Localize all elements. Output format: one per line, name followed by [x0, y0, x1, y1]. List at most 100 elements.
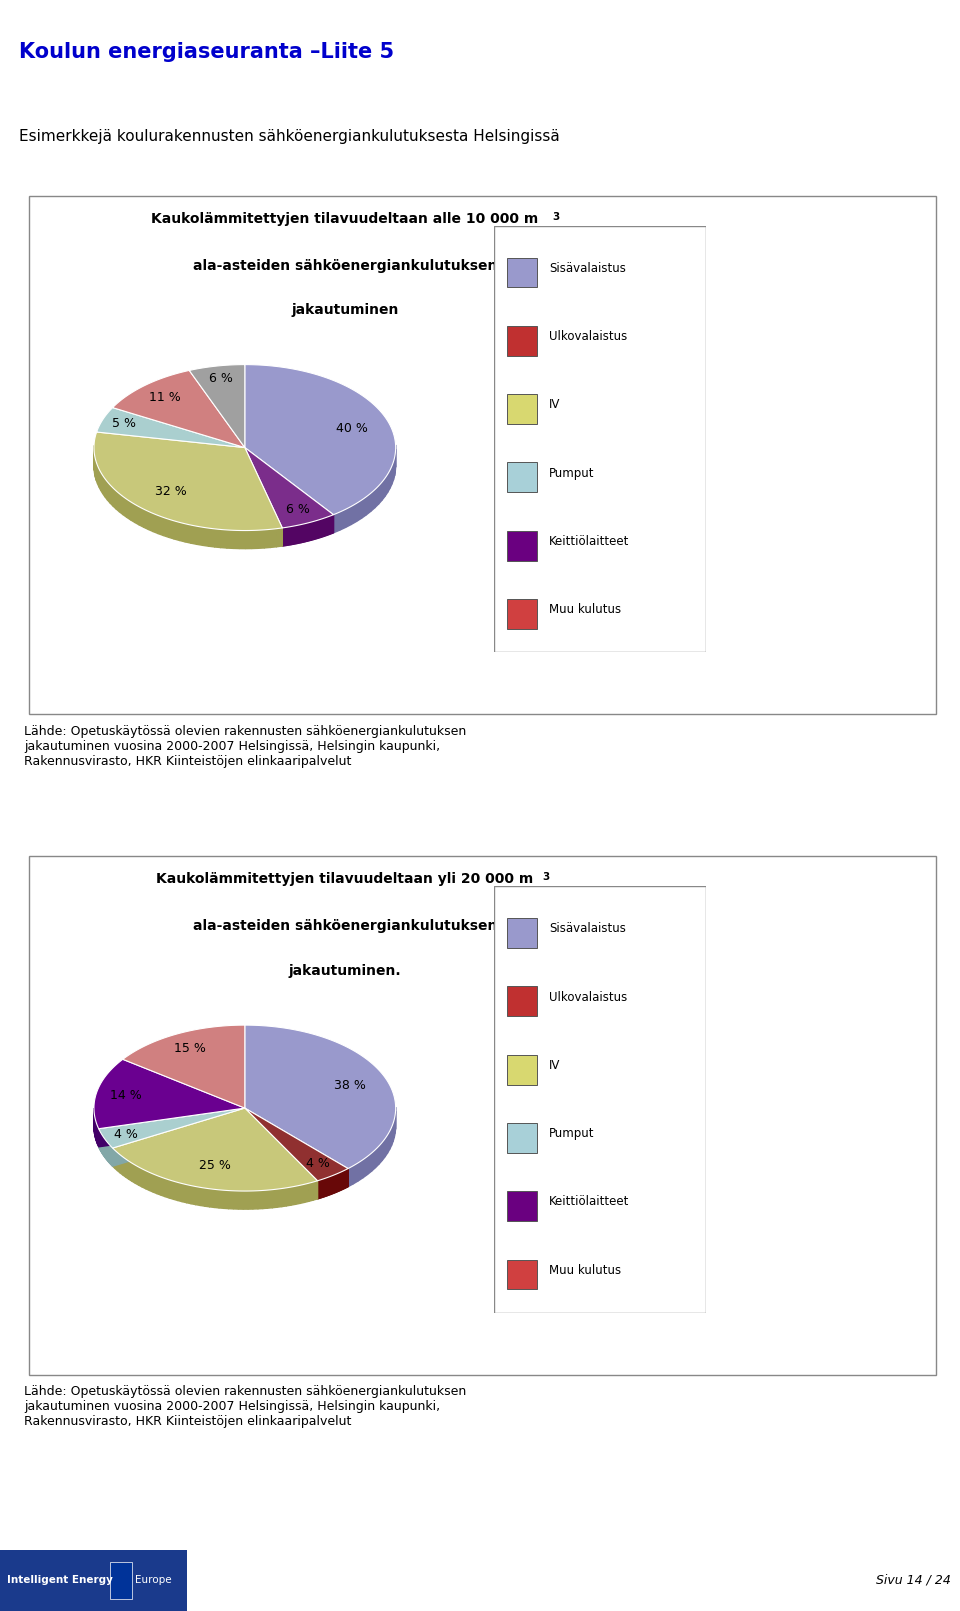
Polygon shape: [154, 1174, 157, 1194]
Polygon shape: [297, 525, 298, 543]
Text: Kaukolämmitettyjen tilavuudeltaan yli 20 000 m: Kaukolämmitettyjen tilavuudeltaan yli 20…: [156, 872, 534, 886]
Polygon shape: [191, 1186, 196, 1205]
Text: IV: IV: [549, 398, 561, 411]
Polygon shape: [348, 1166, 353, 1187]
Polygon shape: [142, 1170, 146, 1189]
Polygon shape: [191, 525, 197, 545]
Polygon shape: [287, 527, 288, 546]
Text: ala-asteiden sähköenergiankulutuksen: ala-asteiden sähköenergiankulutuksen: [193, 920, 497, 933]
Polygon shape: [203, 527, 208, 546]
Polygon shape: [174, 1181, 178, 1200]
Polygon shape: [238, 1191, 243, 1210]
Polygon shape: [129, 1162, 132, 1181]
Polygon shape: [169, 519, 174, 540]
Polygon shape: [99, 1108, 245, 1147]
Polygon shape: [394, 458, 395, 480]
Polygon shape: [372, 1150, 375, 1171]
Polygon shape: [228, 1191, 233, 1208]
Polygon shape: [356, 499, 362, 522]
Polygon shape: [252, 1191, 257, 1208]
Polygon shape: [139, 507, 144, 527]
Polygon shape: [276, 1189, 281, 1207]
Polygon shape: [99, 1108, 245, 1147]
Polygon shape: [245, 448, 333, 528]
Polygon shape: [149, 511, 154, 532]
Polygon shape: [258, 530, 264, 548]
Polygon shape: [363, 1157, 368, 1178]
Polygon shape: [158, 516, 163, 535]
Polygon shape: [112, 1108, 245, 1166]
Polygon shape: [317, 520, 318, 538]
Bar: [507, 462, 537, 493]
Text: Ulkovalaistus: Ulkovalaistus: [549, 330, 628, 343]
Text: 14 %: 14 %: [110, 1089, 142, 1102]
Polygon shape: [135, 1165, 139, 1186]
Text: 38 %: 38 %: [334, 1079, 366, 1092]
Polygon shape: [291, 527, 293, 545]
Polygon shape: [131, 503, 135, 522]
Bar: [507, 258, 537, 287]
Polygon shape: [306, 524, 307, 541]
Ellipse shape: [94, 383, 396, 549]
Polygon shape: [132, 1163, 135, 1184]
Polygon shape: [375, 1145, 379, 1168]
Polygon shape: [161, 1178, 165, 1197]
Polygon shape: [382, 478, 385, 501]
Polygon shape: [146, 1171, 150, 1191]
Polygon shape: [394, 1120, 395, 1141]
Polygon shape: [286, 527, 287, 546]
Polygon shape: [228, 530, 233, 548]
Text: Europe: Europe: [135, 1576, 172, 1585]
Polygon shape: [113, 488, 116, 509]
Polygon shape: [296, 525, 297, 545]
Text: jakautuminen: jakautuminen: [291, 303, 398, 317]
Polygon shape: [246, 530, 252, 549]
Polygon shape: [105, 478, 108, 499]
Polygon shape: [284, 527, 286, 546]
Polygon shape: [209, 1189, 214, 1208]
Polygon shape: [351, 503, 356, 525]
Polygon shape: [272, 1189, 276, 1208]
Polygon shape: [378, 482, 382, 504]
Polygon shape: [245, 1108, 348, 1187]
Polygon shape: [245, 1108, 318, 1199]
Polygon shape: [293, 527, 294, 545]
Polygon shape: [320, 519, 321, 538]
Polygon shape: [340, 509, 346, 530]
Text: 3: 3: [552, 211, 560, 222]
Polygon shape: [313, 522, 314, 540]
FancyBboxPatch shape: [29, 857, 936, 1374]
Polygon shape: [295, 525, 296, 545]
Bar: [0, 1550, 187, 1611]
Polygon shape: [301, 524, 302, 543]
Text: jakautuminen.: jakautuminen.: [289, 963, 401, 978]
Text: 4 %: 4 %: [113, 1128, 137, 1141]
Polygon shape: [123, 1025, 245, 1108]
Polygon shape: [154, 514, 158, 533]
Ellipse shape: [94, 1044, 396, 1210]
Polygon shape: [94, 1060, 245, 1129]
Polygon shape: [94, 432, 282, 530]
Polygon shape: [382, 1139, 385, 1160]
Polygon shape: [185, 524, 191, 543]
Polygon shape: [300, 1184, 304, 1203]
Polygon shape: [245, 1108, 318, 1199]
Polygon shape: [135, 504, 139, 525]
Polygon shape: [165, 1179, 169, 1199]
Polygon shape: [180, 522, 185, 541]
Polygon shape: [374, 487, 378, 507]
Polygon shape: [163, 517, 169, 538]
Polygon shape: [367, 493, 371, 516]
Polygon shape: [123, 496, 127, 517]
Polygon shape: [286, 1187, 291, 1207]
Polygon shape: [221, 530, 228, 548]
Polygon shape: [299, 525, 300, 543]
Polygon shape: [215, 528, 221, 548]
Polygon shape: [182, 1184, 187, 1203]
Text: Lähde: Opetuskäytössä olevien rakennusten sähköenergiankulutuksen
jakautuminen v: Lähde: Opetuskäytössä olevien rakennuste…: [24, 1385, 467, 1429]
Polygon shape: [281, 1187, 286, 1207]
Polygon shape: [324, 517, 325, 536]
Polygon shape: [318, 520, 319, 538]
Polygon shape: [385, 474, 388, 496]
Text: Sisävalaistus: Sisävalaistus: [549, 921, 626, 936]
